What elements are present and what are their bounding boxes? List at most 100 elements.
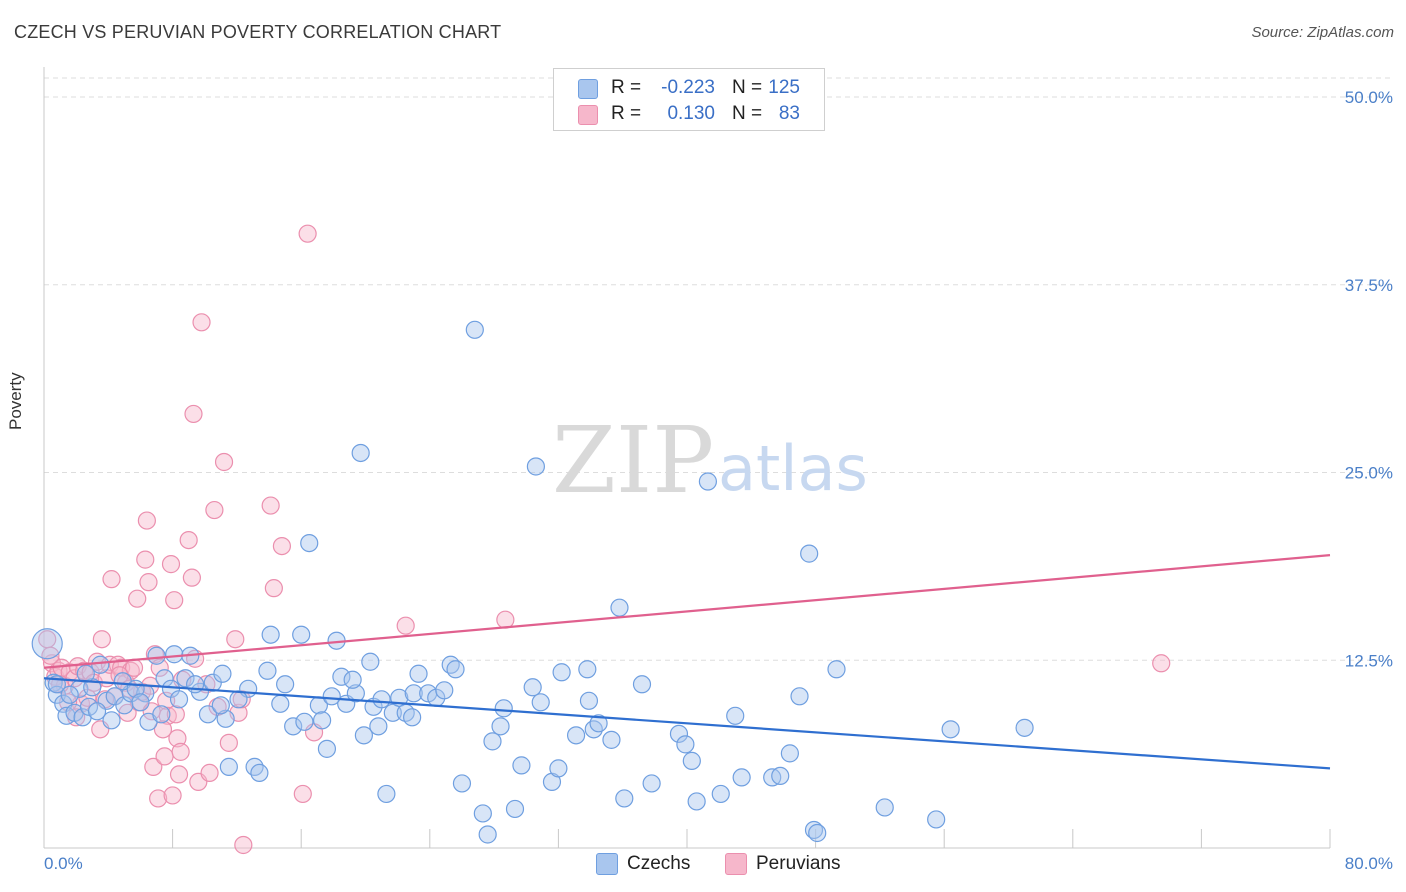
czech-point (91, 655, 110, 674)
czech-point (295, 712, 314, 731)
peruvian-point (149, 789, 168, 808)
peruvians-points (38, 224, 1171, 855)
peruvian-point (137, 511, 156, 530)
czechs-points (31, 320, 1034, 844)
czech-point (219, 757, 238, 776)
peruvians-trend-line (43, 554, 1331, 669)
czech-point (404, 684, 423, 703)
czech-point (682, 751, 701, 770)
czech-point (698, 472, 717, 491)
czech-point (732, 768, 751, 787)
czech-point (687, 792, 706, 811)
czech-point (346, 684, 365, 703)
czech-point (276, 675, 295, 694)
czechs-trend-line (43, 677, 1331, 770)
x-tick-label: 0.0% (44, 854, 83, 873)
czech-point (147, 646, 166, 665)
czech-point (131, 693, 150, 712)
czech-point (361, 652, 380, 671)
peruvians-swatch (578, 105, 598, 125)
czech-point (589, 714, 608, 733)
peruvian-point (155, 747, 174, 766)
peruvian-point (298, 224, 317, 243)
peruvian-point (182, 568, 201, 587)
czech-point (610, 598, 629, 617)
chart-title: CZECH VS PERUVIAN POVERTY CORRELATION CH… (14, 22, 502, 42)
peruvian-point (163, 786, 182, 805)
czech-point (245, 757, 264, 776)
peruvian-point (153, 720, 173, 739)
czech-point (711, 784, 730, 804)
n-value: 125 (768, 77, 800, 98)
czech-point (549, 759, 568, 778)
r-label: R = (611, 103, 642, 124)
peruvian-point (139, 573, 158, 592)
czech-point (632, 675, 652, 694)
peruvian-point (214, 452, 234, 472)
czech-point (403, 708, 422, 727)
czech-point (102, 711, 121, 730)
czech-point (435, 681, 454, 700)
n-value: 83 (778, 103, 800, 124)
czech-point (322, 687, 341, 706)
peruvian-point (200, 763, 219, 783)
czech-point (216, 709, 235, 728)
czech-point (176, 669, 195, 688)
czech-point (584, 720, 603, 739)
peruvian-point (293, 784, 312, 804)
peruvian-point (166, 705, 185, 724)
grid-lines (44, 77, 1390, 661)
peruvian-point (264, 579, 283, 598)
czech-point (465, 320, 484, 339)
r-label: R = (611, 77, 642, 98)
y-tick-label: 37.5% (1345, 276, 1393, 295)
czech-point (258, 661, 277, 680)
tick-labels: 12.5% 25.0% 37.5% 50.0% 0.0% 80.0% (44, 88, 1393, 873)
czech-point (261, 625, 280, 644)
czech-point (152, 705, 171, 724)
peruvian-point (205, 500, 224, 520)
czech-point (271, 694, 290, 713)
peruvian-point (41, 646, 60, 665)
czech-point (452, 774, 472, 793)
czech-point (827, 660, 846, 679)
czech-point (676, 735, 695, 754)
peruvians-legend-swatch (725, 853, 747, 875)
czech-point (312, 711, 332, 730)
czechs-legend-swatch (596, 853, 618, 875)
czech-point (512, 756, 531, 775)
czech-point (669, 724, 689, 743)
czech-point (483, 732, 502, 751)
x-tick-label: 80.0% (1345, 854, 1393, 873)
peruvian-point (179, 530, 198, 550)
czech-point (372, 690, 391, 709)
czech-point (808, 823, 827, 843)
czech-point (446, 660, 465, 679)
peruvian-point (272, 536, 292, 556)
czech-point (494, 699, 513, 718)
peruvian-point (184, 404, 203, 424)
peruvian-point (496, 610, 515, 629)
peruvian-point (136, 550, 155, 569)
peruvian-point (171, 742, 190, 761)
czech-point (351, 443, 370, 463)
czech-point (284, 717, 303, 736)
czech-point (211, 696, 230, 715)
y-tick-label: 12.5% (1345, 651, 1393, 670)
peruvian-point (169, 765, 189, 784)
czech-point (332, 667, 351, 686)
peruvian-point (102, 570, 121, 589)
peruvian-point (150, 658, 169, 677)
czech-point (473, 804, 492, 823)
czech-point (169, 690, 189, 709)
peruvian-point (219, 733, 238, 752)
peruvian-point (92, 630, 111, 649)
r-value: 0.130 (667, 103, 715, 124)
czechs-legend-label: Czechs (627, 853, 691, 874)
n-label: N = (732, 77, 763, 98)
czech-point (165, 645, 184, 664)
n-label: N = (732, 103, 763, 124)
czech-point (60, 685, 79, 704)
czech-point (615, 789, 634, 808)
